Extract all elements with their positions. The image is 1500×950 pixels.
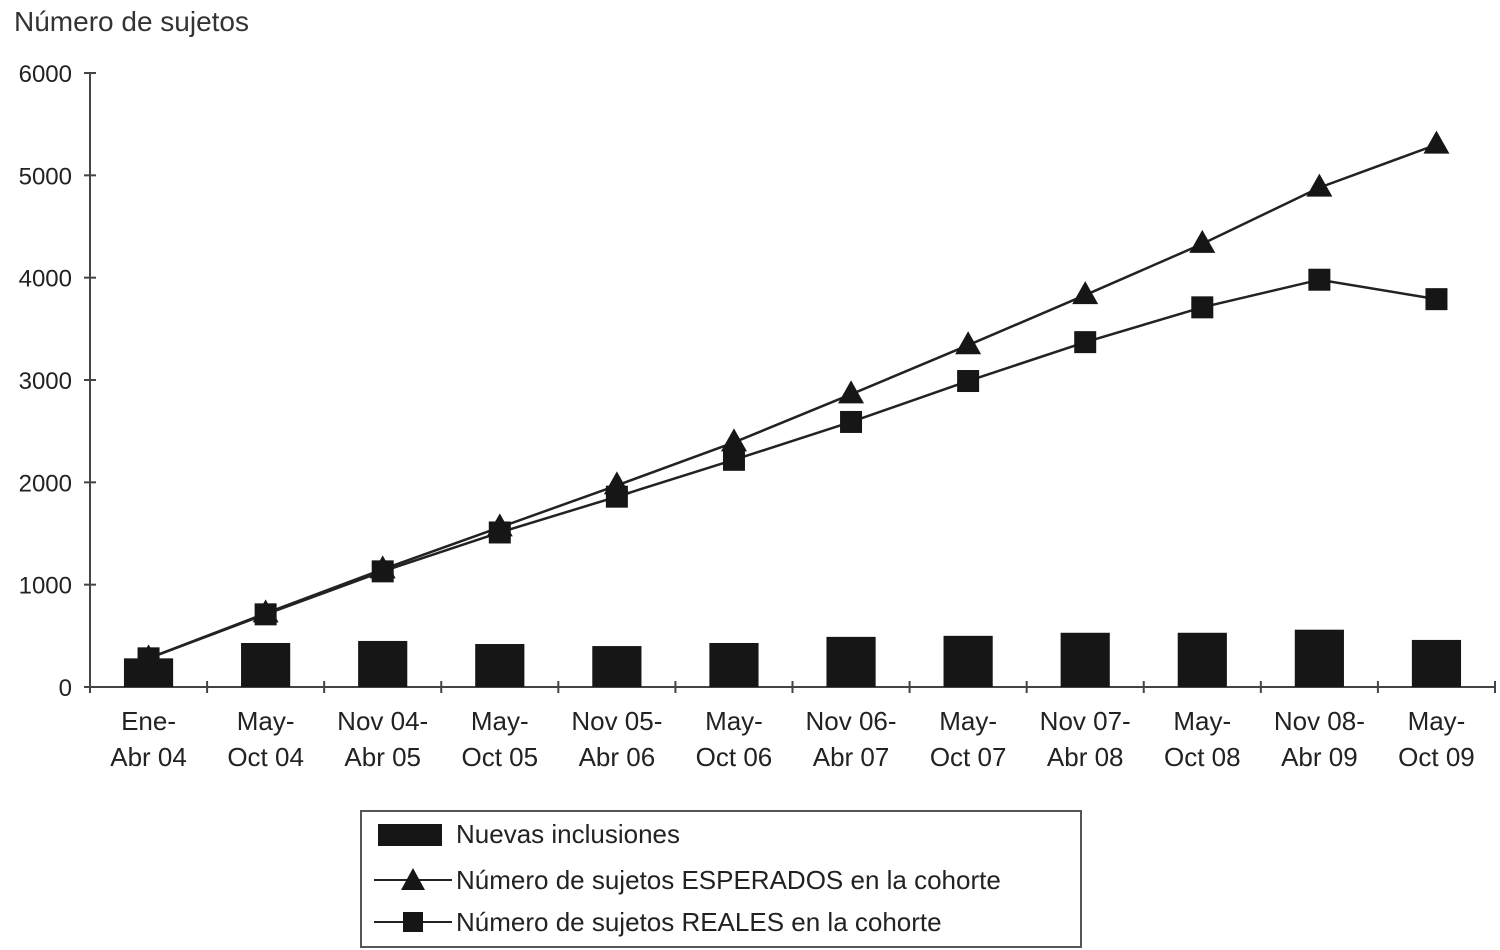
point-marker-real [371,560,394,583]
point-marker-expected [1306,173,1333,197]
bar [241,642,291,687]
legend-label-real: Número de sujetos REALES en la cohorte [456,906,942,937]
x-tick-label: Nov 05-Abr 06 [571,706,662,772]
bar [943,635,993,687]
series-line-real [148,278,1437,660]
point-marker-real [840,410,863,433]
bar [475,644,525,687]
point-marker-real [488,521,511,544]
x-tick-label: May-Oct 09 [1398,706,1475,772]
legend-bar-swatch [374,816,452,852]
y-tick-label: 0 [59,675,72,702]
x-tick-label: Nov 04-Abr 05 [337,706,428,772]
legend-item-bars: Nuevas inclusiones [362,816,680,852]
legend: Nuevas inclusiones Número de sujetos ESP… [360,810,1082,948]
point-marker-expected [720,428,747,452]
point-marker-expected [1423,130,1450,154]
point-marker-real [137,647,160,670]
x-tick-label: Nov 07-Abr 08 [1040,706,1131,772]
point-marker-real [1425,288,1448,311]
point-marker-real [605,485,628,508]
bar [1411,639,1462,687]
point-marker-expected [955,331,982,355]
point-marker-real [1308,268,1331,291]
x-tick-label: May-Oct 04 [227,706,304,772]
x-tick-label: Nov 06-Abr 07 [806,706,897,772]
legend-label-expected: Número de sujetos ESPERADOS en la cohort… [456,864,1001,895]
point-marker-real [254,603,277,626]
y-tick-label: 4000 [19,266,72,293]
bar [1060,632,1110,687]
y-tick-label: 1000 [19,573,72,600]
point-marker-real [1191,296,1214,319]
bar [709,642,759,687]
bar [1294,629,1344,687]
bar [1177,632,1227,687]
bar [592,646,642,687]
point-marker-real [722,448,745,471]
point-marker-real [957,370,980,393]
bar [358,640,408,687]
y-tick-label: 2000 [19,470,72,497]
legend-triangle-swatch [374,862,452,898]
y-axis-title: Número de sujetos [14,6,250,37]
chart-plot: 0 1000 2000 3000 4000 5000 6000 Ene-Abr 04 May-O… [19,61,1496,772]
point-marker-expected [838,380,865,404]
legend-item-real: Número de sujetos REALES en la cohorte [362,904,942,940]
point-marker-expected [1072,281,1099,305]
x-tick-label: May-Oct 07 [930,706,1007,772]
x-tick-label: Ene-Abr 04 [110,706,187,772]
y-tick-label: 3000 [19,368,72,395]
series-line-expected [148,143,1437,660]
x-tick-label: May-Oct 08 [1164,706,1241,772]
bar [826,636,876,687]
legend-item-expected: Número de sujetos ESPERADOS en la cohort… [362,862,1001,898]
point-marker-real [1074,331,1097,354]
x-tick-label: May-Oct 05 [461,706,538,772]
y-tick-label: 5000 [19,163,72,190]
x-tick-label: Nov 08-Abr 09 [1274,706,1365,772]
point-marker-expected [1189,229,1216,253]
legend-square-swatch [374,904,452,940]
legend-label-bars: Nuevas inclusiones [456,818,681,849]
x-tick-label: May-Oct 06 [696,706,773,772]
y-tick-label: 6000 [19,61,72,88]
